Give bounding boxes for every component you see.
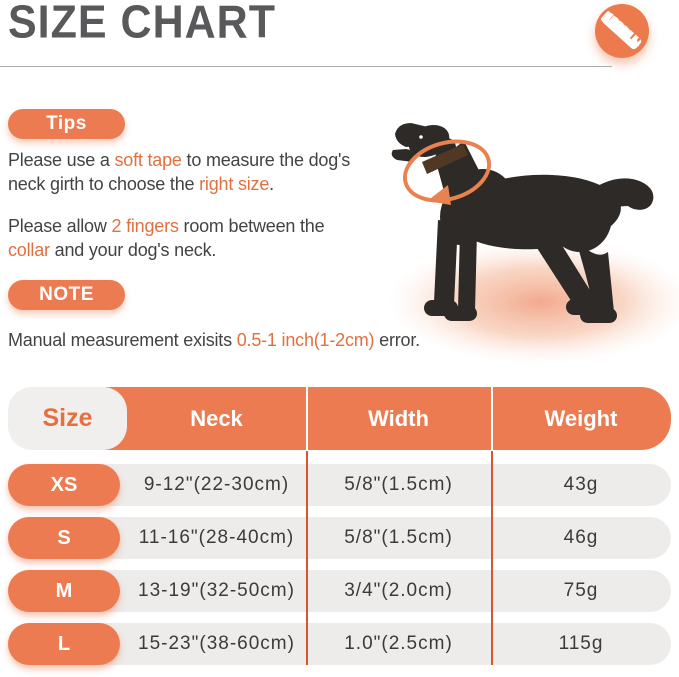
tips-badge: Tips [8, 109, 125, 139]
cell-neck: 11-16"(28-40cm) [138, 527, 295, 548]
text-segment: error. [374, 330, 420, 350]
row-size-pill: S [8, 517, 120, 559]
row-size-pill: XS [8, 464, 120, 506]
text-line: Please use a soft tape to measure the do… [8, 148, 350, 172]
measuring-tape-arrow [402, 139, 492, 205]
row-size-pill: M [8, 570, 120, 612]
cell-width: 5/8"(1.5cm) [344, 527, 453, 548]
header-cell-weight: Weight [544, 405, 618, 431]
cell-width: 1.0"(2.5cm) [344, 633, 453, 654]
table-header: Size Neck Width Weight [8, 387, 671, 450]
note-paragraph: Manual measurement exisits 0.5-1 inch(1-… [8, 328, 420, 352]
text-segment: room between the [178, 216, 325, 236]
text-line: Manual measurement exisits 0.5-1 inch(1-… [8, 328, 420, 352]
text-segment: Manual measurement exisits [8, 330, 237, 350]
text-line: collar and your dog's neck. [8, 238, 324, 262]
tips-paragraph-1: Please use a soft tape to measure the do… [8, 148, 350, 196]
text-segment: Please use a [8, 150, 115, 170]
table-row: S 11-16"(28-40cm) 5/8"(1.5cm) 46g [8, 517, 671, 559]
header-cell-neck: Neck [190, 405, 243, 431]
text-segment: to measure the dog's [181, 150, 351, 170]
table-row: L 15-23"(38-60cm) 1.0"(2.5cm) 115g [8, 623, 671, 665]
dog-silhouette [391, 123, 654, 323]
tips-paragraph-2: Please allow 2 fingers room between the … [8, 214, 325, 262]
text-segment: neck girth to choose the [8, 174, 200, 194]
cell-weight: 46g [563, 527, 599, 548]
collar-strap [422, 144, 468, 174]
dog-illustration [380, 112, 679, 367]
cell-width: 3/4"(2.0cm) [344, 580, 453, 601]
highlighted-text: soft tape [114, 150, 182, 170]
row-size-pill: L [8, 623, 120, 665]
text-segment: . [269, 174, 274, 194]
table-row: XS 9-12"(22-30cm) 5/8"(1.5cm) 43g [8, 464, 671, 506]
highlighted-text: right size [199, 174, 270, 194]
cell-weight: 75g [563, 580, 599, 601]
page-title: SIZE CHART [8, 0, 276, 49]
cell-neck: 13-19"(32-50cm) [138, 580, 295, 601]
cell-neck: 9-12"(22-30cm) [143, 474, 290, 495]
header-divider [491, 387, 493, 450]
cell-weight: 43g [563, 474, 599, 495]
column-divider [306, 451, 308, 665]
text-segment: Please allow [8, 216, 112, 236]
note-badge: NOTE [8, 280, 125, 310]
text-line: Please allow 2 fingers room between the [8, 214, 325, 238]
cell-weight: 115g [558, 633, 604, 654]
header-divider [306, 387, 308, 450]
column-divider [491, 451, 493, 665]
highlighted-text: collar [8, 240, 50, 260]
highlighted-text: 0.5-1 inch(1-2cm) [236, 330, 375, 350]
title-divider [0, 66, 612, 67]
table-row: M 13-19"(32-50cm) 3/4"(2.0cm) 75g [8, 570, 671, 612]
highlighted-text: 2 fingers [111, 216, 179, 236]
cell-width: 5/8"(1.5cm) [344, 474, 453, 495]
cell-neck: 15-23"(38-60cm) [138, 633, 295, 654]
text-segment: and your dog's neck. [49, 240, 217, 260]
header-cell-width: Width [368, 405, 429, 431]
ruler-pencil-icon [595, 4, 649, 58]
dog-eye [419, 135, 423, 139]
header-cell-size: Size [8, 387, 127, 450]
text-line: neck girth to choose the right size. [8, 172, 350, 196]
size-table: Size Neck Width Weight XS 9-12"(22-30cm)… [8, 387, 671, 665]
